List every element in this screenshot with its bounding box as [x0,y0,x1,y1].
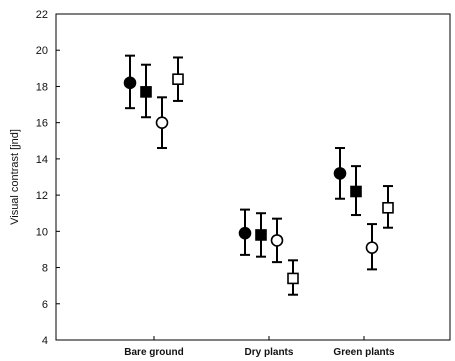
x-axis-labels: Bare ground Dry plants Green plants [124,336,395,358]
y-axis-ticks: 4 6 8 10 12 14 16 18 20 22 [36,9,60,347]
x-category-label: Green plants [333,347,395,358]
y-tick-label: 14 [36,154,48,166]
y-tick-label: 20 [36,45,48,57]
plot-frame [55,13,451,341]
y-axis-title: Visual contrast [jnd] [9,129,21,225]
data-point-square [382,201,394,214]
y-tick-label: 16 [36,118,48,130]
data-point-circle [238,226,252,240]
data-point-circle [155,116,169,129]
data-point-circle [270,234,284,247]
y-tick-label: 10 [36,226,48,238]
data-marks [123,54,394,296]
data-point-square [350,185,362,198]
y-tick-label: 12 [36,190,48,202]
y-tick-label: 4 [42,335,48,347]
data-point-square [255,229,267,241]
data-point-circle [333,167,347,180]
data-point-circle [365,241,379,254]
data-point-square [140,86,152,98]
y-tick-label: 22 [36,9,48,21]
data-point-circle [123,76,137,90]
x-category-label: Dry plants [245,347,294,358]
data-point-square [287,272,299,285]
data-point-square [172,73,184,85]
y-tick-label: 6 [42,299,48,311]
y-tick-label: 18 [36,81,48,93]
y-tick-label: 8 [42,263,48,275]
x-category-label: Bare ground [124,347,183,358]
